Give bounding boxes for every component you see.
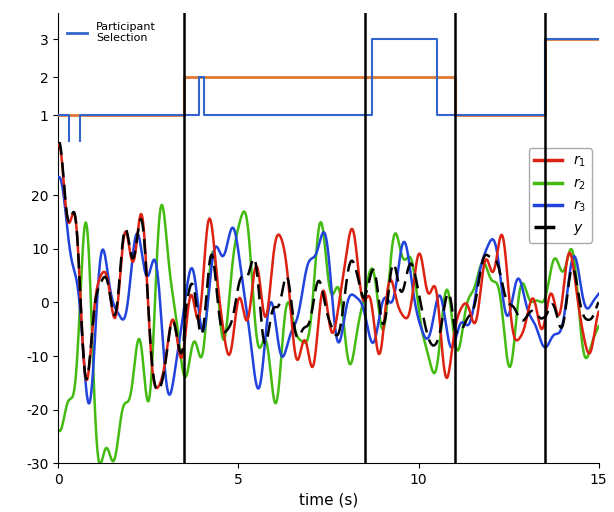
Legend: Participant
Selection: Participant Selection [64,18,159,47]
X-axis label: time (s): time (s) [299,493,358,507]
Legend: $r_1$, $r_2$, $r_3$, $y$: $r_1$, $r_2$, $r_3$, $y$ [529,148,592,243]
